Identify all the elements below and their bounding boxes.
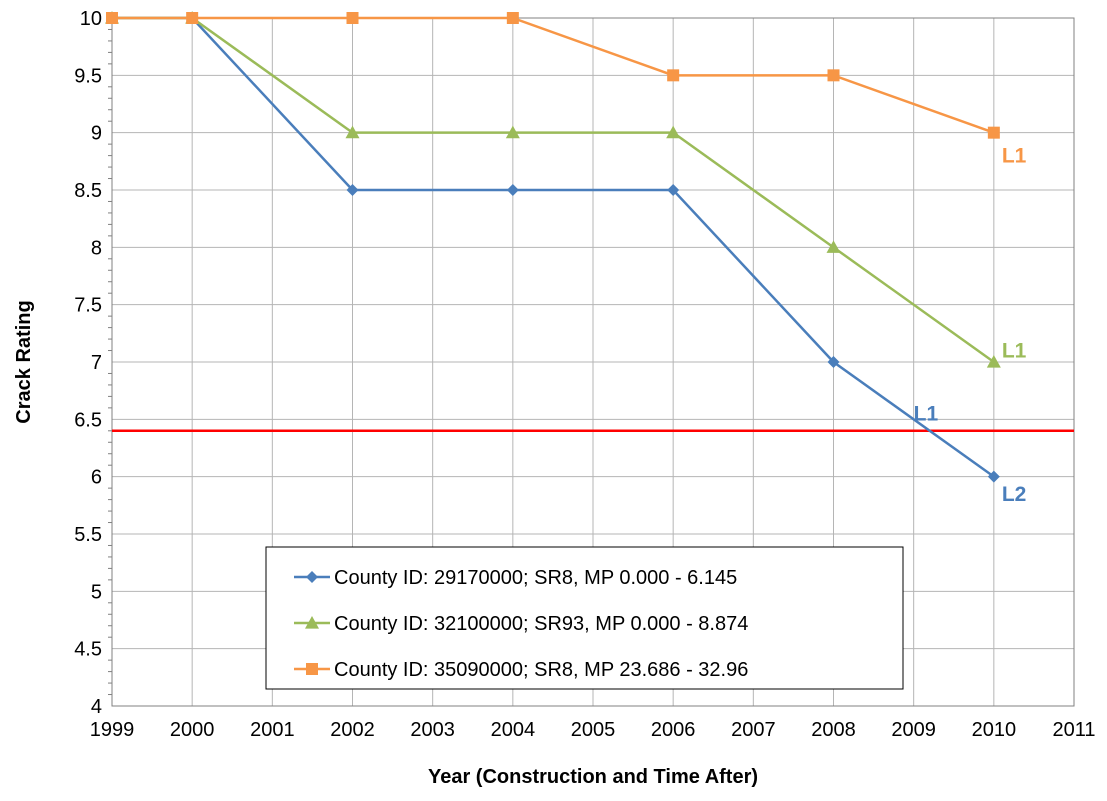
series-0-point-5 <box>827 356 840 368</box>
y-tick-label-5: 6.5 <box>74 409 102 431</box>
legend-marker-1 <box>305 616 319 629</box>
x-tick-label-8: 2007 <box>731 719 776 741</box>
series-1-point-3 <box>505 125 520 139</box>
y-tick-label-4: 6 <box>91 467 102 489</box>
x-tick-label-12: 2011 <box>1052 719 1095 741</box>
series-1-point-5 <box>826 240 841 253</box>
series-1-point-2 <box>345 125 360 139</box>
series-0-point-4 <box>667 184 680 196</box>
legend-marker-0 <box>306 571 318 583</box>
series-2-point-6 <box>987 126 1000 139</box>
series-0-point-6 <box>987 470 1000 483</box>
y-tick-label-9: 8.5 <box>74 180 102 202</box>
annotation-0: L1 <box>1002 145 1027 168</box>
annotations: L1 L1 L1 L2 <box>914 145 1027 506</box>
x-tick-label-5: 2004 <box>491 719 536 741</box>
x-tick-label-10: 2009 <box>891 719 936 741</box>
legend-box <box>265 546 904 690</box>
series-2 <box>106 12 1000 139</box>
legend-label-2: County ID: 35090000; SR8, MP 23.686 - 32… <box>334 659 748 681</box>
x-tick-label-3: 2002 <box>330 719 375 741</box>
plot-area-border <box>111 17 1075 707</box>
series-1-point-4 <box>666 125 681 139</box>
series-2-point-5 <box>827 69 840 82</box>
annotation-3: L2 <box>1002 483 1027 506</box>
y-tick-label-12: 10 <box>80 8 102 30</box>
y-tick-label-10: 9 <box>91 123 102 145</box>
x-axis-title: Year (Construction and Time After) <box>428 766 758 788</box>
y-tick-label-0: 4 <box>91 696 102 718</box>
y-tick-label-8: 8 <box>91 237 102 259</box>
x-tick-label-6: 2005 <box>571 719 616 741</box>
series-2-point-1 <box>186 12 199 24</box>
y-tick-label-7: 7.5 <box>74 295 102 317</box>
series-1-point-6 <box>986 355 1001 368</box>
series-2-point-2 <box>346 12 359 24</box>
series-2-point-4 <box>667 69 680 82</box>
series-2-point-3 <box>506 12 519 24</box>
x-tick-label-7: 2006 <box>651 719 696 741</box>
x-tick-label-0: 1999 <box>90 719 135 741</box>
legend: County ID: 29170000; SR8, MP 0.000 - 6.1… <box>265 546 904 690</box>
x-tick-label-4: 2003 <box>410 719 455 741</box>
tick-labels: 1999 2000 2001 2002 2003 2004 2005 2006 2007 2008… <box>74 8 1095 741</box>
series-group <box>105 11 1001 483</box>
y-axis-title: Crack Rating <box>13 300 35 423</box>
x-tick-label-9: 2008 <box>811 719 856 741</box>
legend-marker-2 <box>306 663 318 675</box>
series-0-point-3 <box>506 184 519 196</box>
y-tick-label-11: 9.5 <box>74 65 102 87</box>
x-tick-label-2: 2001 <box>250 719 295 741</box>
y-tick-label-1: 4.5 <box>74 639 102 661</box>
x-tick-label-1: 2000 <box>170 719 215 741</box>
legend-label-1: County ID: 32100000; SR93, MP 0.000 - 8.… <box>334 613 748 635</box>
y-tick-label-2: 5 <box>91 581 102 603</box>
series-2-point-0 <box>106 12 118 24</box>
y-tick-label-6: 7 <box>91 352 102 374</box>
x-tick-label-11: 2010 <box>972 719 1017 741</box>
y-tick-label-3: 5.5 <box>74 524 102 546</box>
series-0-point-2 <box>346 184 359 196</box>
annotation-2: L1 <box>914 403 939 426</box>
annotation-1: L1 <box>1002 340 1027 363</box>
legend-label-0: County ID: 29170000; SR8, MP 0.000 - 6.1… <box>334 567 737 589</box>
